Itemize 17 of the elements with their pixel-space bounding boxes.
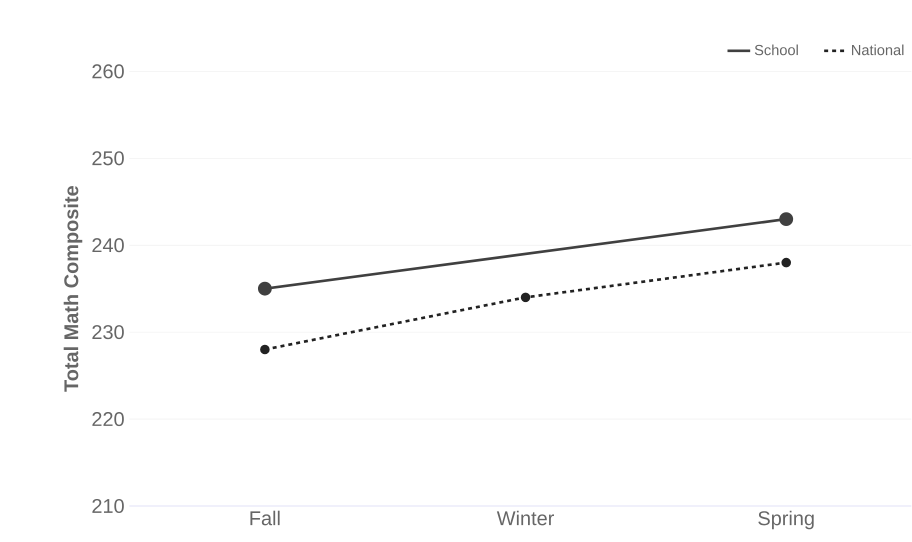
- point: [260, 344, 270, 354]
- y-axis-title: Total Math Composite: [64, 186, 82, 392]
- y-tick-label: 250: [92, 151, 124, 166]
- y-tick-label: 240: [92, 238, 124, 252]
- x-tick-label: Winter: [496, 510, 554, 526]
- y-tick-label: 230: [92, 325, 124, 340]
- point: [258, 282, 272, 296]
- y-tick-label: 260: [92, 64, 124, 78]
- point: [779, 212, 794, 226]
- y-tick-label: 220: [92, 412, 124, 426]
- legend-label: National: [852, 44, 904, 56]
- legend-label: School: [754, 44, 798, 56]
- point: [520, 292, 530, 302]
- y-tick-label: 210: [92, 498, 124, 514]
- x-tick-label: Spring: [758, 510, 814, 530]
- point: [781, 258, 792, 268]
- x-tick-label: Fall: [250, 510, 280, 526]
